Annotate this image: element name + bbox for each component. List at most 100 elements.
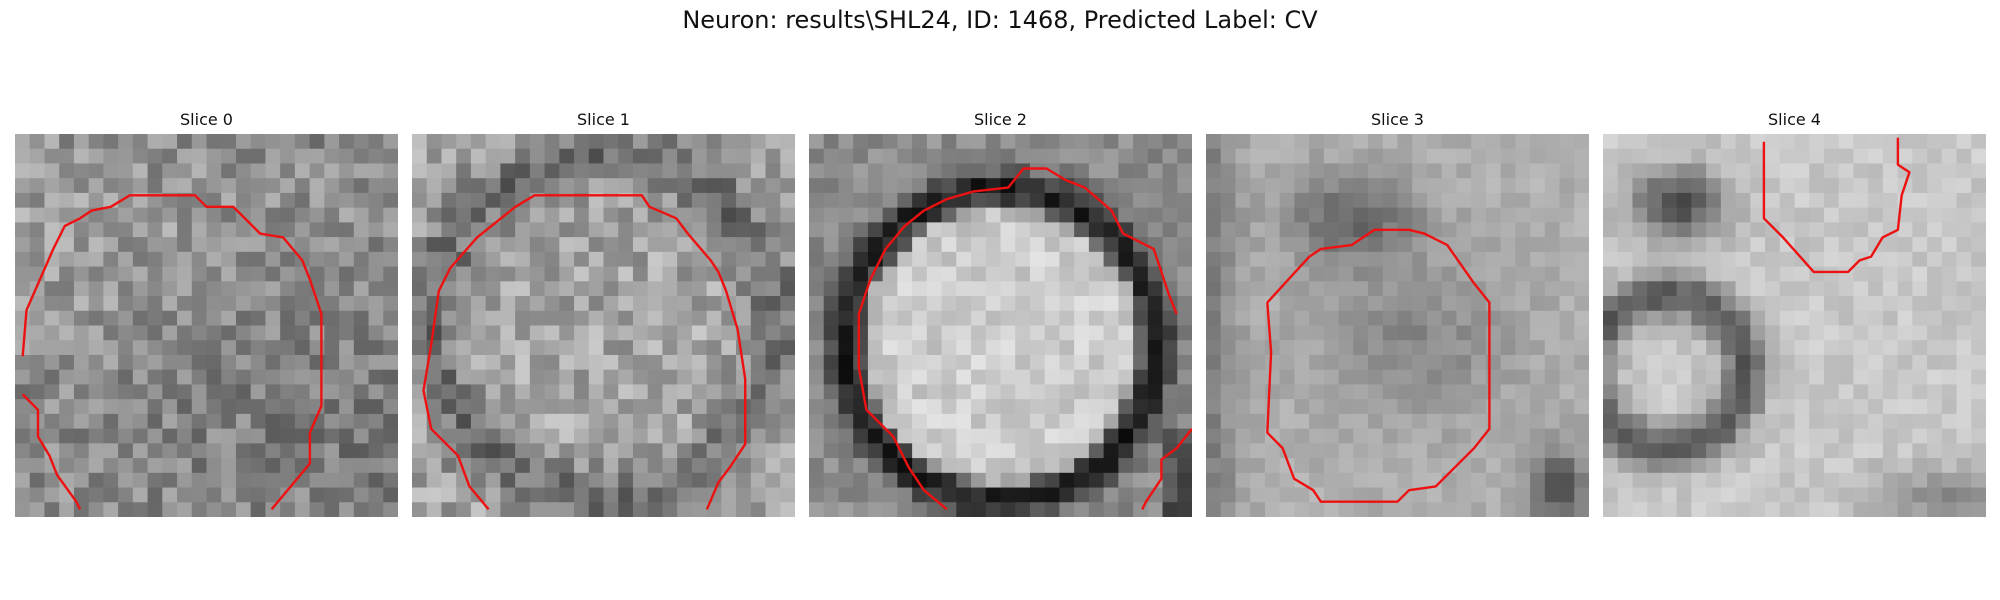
pixel [280, 369, 296, 386]
pixel [1264, 369, 1281, 386]
pixel [147, 310, 163, 327]
pixel [103, 384, 119, 400]
pixel [1044, 472, 1061, 489]
pixel [1647, 354, 1663, 371]
pixel [1691, 413, 1707, 430]
pixel [1559, 192, 1575, 209]
pixel [853, 178, 869, 194]
pixel [162, 325, 178, 341]
pixel [1515, 207, 1531, 223]
pixel [677, 163, 693, 179]
pixel [1059, 310, 1075, 327]
pixel [206, 354, 222, 371]
pixel [221, 443, 237, 459]
pixel [73, 134, 90, 150]
pixel [1235, 428, 1251, 444]
pixel [750, 163, 767, 179]
pixel [1279, 413, 1295, 430]
pixel [1853, 192, 1869, 209]
pixel [677, 502, 693, 517]
pixel [750, 281, 767, 297]
pixel [250, 384, 267, 400]
pixel [1603, 458, 1619, 474]
pixel [1426, 251, 1443, 268]
pixel [750, 472, 767, 489]
pixel [132, 384, 149, 400]
pixel [559, 281, 575, 297]
pixel [1029, 413, 1046, 430]
pixel [383, 458, 398, 474]
pixel [1661, 148, 1678, 165]
pixel [1177, 281, 1192, 297]
pixel [280, 413, 296, 430]
pixel [1088, 134, 1105, 150]
pixel [1882, 384, 1899, 400]
pixel [1103, 354, 1119, 371]
pixel [1720, 266, 1737, 282]
pixel [1882, 163, 1899, 179]
pixel [73, 428, 90, 444]
pixel [265, 325, 281, 341]
pixel [1765, 251, 1781, 268]
pixel [1206, 487, 1222, 503]
pixel [1323, 325, 1340, 341]
pixel [1235, 222, 1251, 238]
pixel [574, 384, 590, 400]
pixel [221, 222, 237, 238]
pixel [1103, 325, 1119, 341]
pixel [485, 413, 501, 430]
pixel [1441, 266, 1458, 282]
pixel [1044, 369, 1061, 386]
pixel [470, 325, 487, 341]
pixel [235, 384, 252, 400]
pixel [691, 325, 708, 341]
pixel [750, 178, 767, 194]
pixel [632, 134, 649, 150]
pixel [809, 502, 825, 517]
pixel [1220, 325, 1237, 341]
pixel [1956, 325, 1972, 341]
pixel [118, 296, 134, 312]
pixel [191, 310, 208, 327]
pixel [971, 487, 987, 503]
pixel [221, 178, 237, 194]
pixel [412, 428, 428, 444]
pixel [1956, 354, 1972, 371]
pixel [1309, 207, 1325, 223]
pixel [368, 148, 384, 165]
pixel [1382, 443, 1399, 459]
pixel [147, 354, 163, 371]
pixel [1338, 502, 1354, 517]
pixel [956, 266, 972, 282]
pixel [515, 354, 531, 371]
pixel [1912, 369, 1928, 386]
pixel [1397, 251, 1413, 268]
pixel [985, 251, 1002, 268]
pixel [324, 148, 340, 165]
pixel [162, 413, 178, 430]
pixel [1264, 148, 1281, 165]
pixel [15, 148, 31, 165]
pixel [88, 443, 104, 459]
pixel [1088, 399, 1105, 415]
pixel [1118, 443, 1134, 459]
pixel [1000, 428, 1016, 444]
pixel [1530, 369, 1546, 386]
pixel [1368, 207, 1384, 223]
pixel [162, 237, 178, 253]
pixel [235, 369, 252, 386]
pixel [1177, 340, 1192, 356]
pixel [1103, 163, 1119, 179]
pixel [544, 487, 560, 503]
pixel [1294, 207, 1310, 223]
pixel [809, 472, 825, 489]
pixel [985, 399, 1002, 415]
pixel [559, 148, 575, 165]
pixel [1750, 487, 1766, 503]
pixel [1927, 266, 1943, 282]
pixel [1456, 487, 1472, 503]
pixel [750, 354, 767, 371]
pixel [823, 325, 840, 341]
pixel [691, 178, 708, 194]
pixel [941, 178, 957, 194]
